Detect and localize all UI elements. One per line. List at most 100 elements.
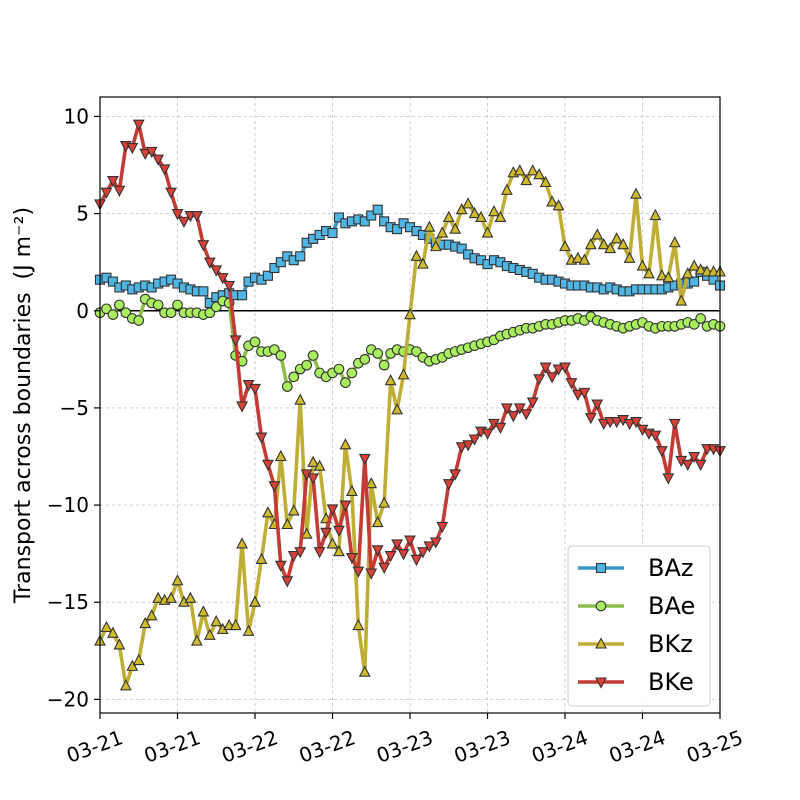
legend-label-bae: BAe xyxy=(648,592,695,620)
data-point-baz xyxy=(366,210,377,221)
legend-marker-bkz xyxy=(595,637,607,649)
data-point-bke xyxy=(397,549,410,561)
data-point-baz xyxy=(295,251,306,262)
x-tick-label: 03-24 xyxy=(606,725,669,767)
data-point-bkz xyxy=(352,618,365,631)
data-point-baz xyxy=(275,257,286,268)
legend-item-bae: BAe xyxy=(578,592,695,620)
data-point-baz xyxy=(689,276,700,287)
data-point-bkz xyxy=(636,259,649,271)
y-axis-label-unit: (J m⁻²) xyxy=(11,207,36,280)
data-point-bke xyxy=(333,525,345,538)
data-point-bke xyxy=(578,387,591,400)
data-point-bkz xyxy=(655,269,668,281)
data-point-bkz xyxy=(526,164,539,176)
data-point-bke xyxy=(513,403,526,415)
data-point-bke xyxy=(481,428,494,440)
data-point-bkz xyxy=(494,210,507,223)
y-tick-label: −20 xyxy=(47,687,89,711)
data-point-bkz xyxy=(190,634,203,646)
data-point-bae xyxy=(359,353,371,365)
data-point-bke xyxy=(565,378,578,390)
data-point-bkz xyxy=(410,249,423,261)
legend-marker-baz xyxy=(595,562,607,574)
data-point-bke xyxy=(417,547,429,559)
data-point-bkz xyxy=(597,238,610,250)
data-point-bke xyxy=(423,541,436,553)
data-point-bkz xyxy=(262,506,274,518)
data-point-bkz xyxy=(294,393,307,405)
data-point-baz xyxy=(198,286,209,297)
series-bke xyxy=(94,119,726,588)
data-point-bkz xyxy=(384,374,397,386)
data-point-baz xyxy=(456,243,467,254)
data-point-bkz xyxy=(404,307,416,320)
series-baz xyxy=(94,204,726,309)
data-point-bke xyxy=(339,500,352,512)
data-point-bkz xyxy=(462,197,475,209)
data-point-bkz xyxy=(578,253,591,265)
data-point-bae xyxy=(301,359,313,371)
data-point-bkz xyxy=(184,591,197,603)
y-tick-label: −15 xyxy=(47,590,89,614)
data-point-bke xyxy=(320,527,332,539)
data-point-bkz xyxy=(617,238,630,250)
legend-marker-bke xyxy=(595,677,607,689)
data-point-bkz xyxy=(436,226,449,238)
legend-label-bkz: BKz xyxy=(648,630,693,658)
data-point-bke xyxy=(210,265,223,277)
data-point-bkz xyxy=(552,199,565,211)
legend-item-bke: BKe xyxy=(578,668,694,696)
data-point-bke xyxy=(681,459,694,471)
data-point-bke xyxy=(507,411,520,423)
data-point-bkz xyxy=(333,545,345,557)
data-point-bkz xyxy=(242,624,255,636)
data-point-bkz xyxy=(455,203,468,215)
data-point-bke xyxy=(520,409,533,421)
data-point-bkz xyxy=(365,477,378,489)
legend-item-baz: BAz xyxy=(578,554,693,582)
data-point-bkz xyxy=(287,504,300,516)
data-point-bkz xyxy=(481,226,494,238)
data-point-bke xyxy=(113,185,126,197)
data-point-bkz xyxy=(107,626,119,638)
data-point-bke xyxy=(610,416,623,429)
data-point-bkz xyxy=(281,517,294,530)
data-point-bke xyxy=(307,473,320,485)
data-point-bke xyxy=(262,459,274,471)
data-point-bke xyxy=(145,146,158,159)
data-point-bkz xyxy=(468,206,481,219)
data-point-bke xyxy=(455,442,468,454)
data-point-bke xyxy=(358,453,371,466)
data-point-bkz xyxy=(604,241,617,254)
data-point-bke xyxy=(546,372,558,384)
data-point-bke xyxy=(203,257,216,269)
x-tick-label: 03-22 xyxy=(296,725,359,767)
data-point-bae xyxy=(333,363,345,375)
data-point-baz xyxy=(107,276,118,287)
data-point-baz xyxy=(237,290,248,301)
data-point-bkz xyxy=(326,537,339,549)
x-tick-label: 03-23 xyxy=(451,725,514,767)
data-point-bke xyxy=(365,568,378,580)
data-point-bke xyxy=(572,389,584,401)
data-point-bae xyxy=(172,299,183,311)
legend-item-bkz: BKz xyxy=(578,630,693,658)
data-point-bkz xyxy=(649,208,662,221)
data-point-bke xyxy=(500,403,513,415)
data-point-bke xyxy=(158,164,171,176)
data-point-bae xyxy=(346,367,358,379)
data-point-bke xyxy=(442,479,455,491)
data-point-bkz xyxy=(171,574,184,586)
y-tick-label: 10 xyxy=(64,104,89,128)
data-point-bae xyxy=(288,371,300,383)
data-point-bkz xyxy=(675,294,688,306)
x-tick-label: 03-24 xyxy=(528,725,591,767)
y-tick-label: 5 xyxy=(76,202,89,226)
y-axis-label-text: Transport across boundaries xyxy=(11,292,36,604)
data-point-bke xyxy=(630,416,642,429)
data-point-bkz xyxy=(488,204,500,217)
data-point-bke xyxy=(436,521,449,534)
data-point-bke xyxy=(216,273,229,285)
y-tick-label: −5 xyxy=(60,396,89,420)
